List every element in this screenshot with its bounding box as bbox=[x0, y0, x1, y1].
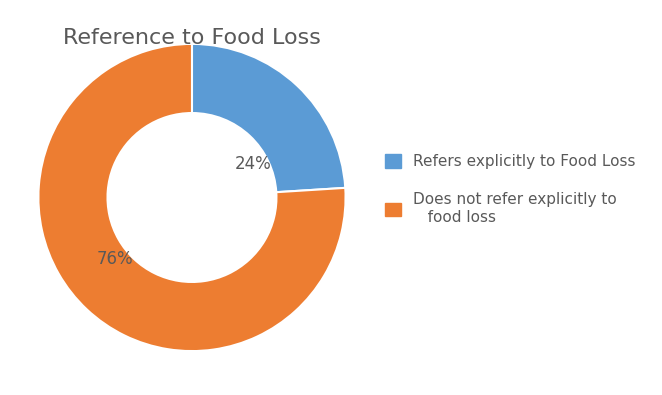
Text: 24%: 24% bbox=[235, 155, 272, 173]
Legend: Refers explicitly to Food Loss, Does not refer explicitly to
   food loss: Refers explicitly to Food Loss, Does not… bbox=[378, 147, 643, 232]
Text: 76%: 76% bbox=[97, 250, 134, 268]
Wedge shape bbox=[192, 44, 346, 192]
Wedge shape bbox=[38, 44, 346, 351]
Text: Reference to Food Loss: Reference to Food Loss bbox=[63, 28, 321, 48]
